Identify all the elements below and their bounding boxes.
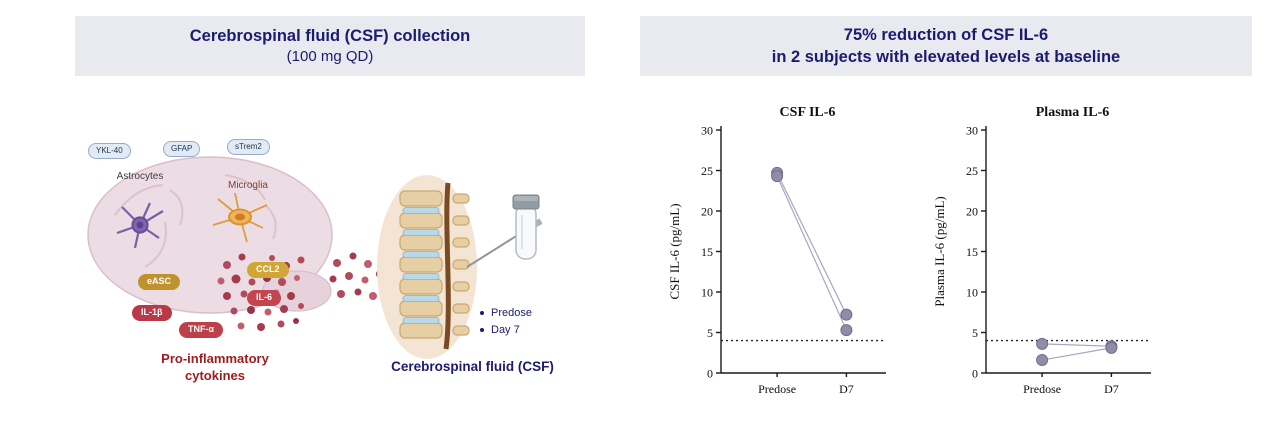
bullet-icon: [480, 311, 484, 315]
biomarker-pill-gfap: GFAP: [163, 141, 201, 157]
left-header-title: Cerebrospinal fluid (CSF) collection: [189, 27, 471, 46]
x-tick-label: Predose: [1023, 382, 1061, 396]
right-header-line2: in 2 subjects with elevated levels at ba…: [771, 48, 1121, 66]
y-tick-label: 5: [707, 326, 713, 340]
y-tick-label: 25: [701, 164, 713, 178]
y-tick-label: 15: [966, 245, 978, 259]
csf-collection-illustration: YKL-40 GFAP sTrem2 Astrocytes Microglia …: [75, 95, 595, 425]
cytokine-pill-il1b: IL-1β: [132, 305, 172, 321]
data-point-subject-2-D7: [840, 324, 853, 337]
timepoint-predose-label: Predose: [491, 307, 532, 319]
y-tick-label: 0: [707, 367, 713, 381]
y-tick-label: 25: [966, 164, 978, 178]
timepoint-day7: Day 7: [480, 324, 532, 336]
data-point-subject-2-Predose: [1036, 354, 1049, 367]
plasma-il6-chart: Plasma IL-6 Plasma IL-6 (pg/mL) 0 5 10 15 20 25…: [932, 105, 1151, 396]
timepoint-predose: Predose: [480, 307, 532, 319]
cytokine-pill-tnfa: TNF-α: [179, 322, 224, 338]
biomarker-pill-strem2: sTrem2: [227, 139, 270, 155]
microglia-icon: [212, 192, 268, 243]
y-tick-label: 10: [966, 286, 978, 300]
y-tick-label: 20: [701, 205, 713, 219]
y-tick-label: 30: [701, 124, 713, 138]
left-header: Cerebrospinal fluid (CSF) collection (10…: [75, 16, 585, 76]
timepoint-day7-label: Day 7: [491, 324, 520, 336]
charts-panel: CSF IL-6 CSF IL-6 (pg/mL) 0 5 10 15 20 25 30 Pred…: [665, 100, 1165, 418]
right-header-line1: 75% reduction of CSF IL-6: [843, 25, 1049, 44]
y-tick-label: 20: [966, 205, 978, 219]
x-tick-label: D7: [1104, 382, 1119, 396]
y-tick-label: 10: [701, 286, 713, 300]
y-tick-label: 30: [966, 124, 978, 138]
biomarker-pill-ykl40: YKL-40: [88, 143, 131, 159]
cytokine-pill-il6: IL-6: [247, 290, 282, 306]
cytokine-pill-ccl2: CCL2: [247, 262, 289, 278]
astrocytes-label: Astrocytes: [116, 171, 164, 182]
y-axis-label: CSF IL-6 (pg/mL): [667, 203, 682, 299]
cytokine-pill-easc: eASC: [138, 274, 181, 290]
x-tick-label: Predose: [758, 382, 796, 396]
right-header: 75% reduction of CSF IL-6 in 2 subjects …: [640, 16, 1252, 76]
series-line-subject-2: [776, 175, 847, 331]
csf-il6-chart: CSF IL-6 CSF IL-6 (pg/mL) 0 5 10 15 20 25 30 Pred…: [667, 105, 886, 396]
y-axis-label: Plasma IL-6 (pg/mL): [932, 196, 947, 306]
data-point-subject-2-Predose: [771, 170, 784, 183]
astrocyte-icon: [116, 202, 164, 249]
x-tick-label: D7: [839, 382, 854, 396]
microglia-label: Microglia: [227, 180, 268, 191]
chart-title: CSF IL-6: [780, 105, 836, 120]
csf-caption: Cerebrospinal fluid (CSF): [391, 359, 554, 374]
series-line-subject-1: [1042, 343, 1112, 347]
y-tick-label: 0: [972, 367, 978, 381]
data-point-subject-1-Predose: [1036, 337, 1049, 350]
bullet-icon: [480, 328, 484, 332]
y-tick-label: 5: [972, 326, 978, 340]
pro-inflammatory-caption: Pro-inflammatory cytokines: [161, 351, 269, 383]
data-point-subject-1-D7: [840, 308, 853, 321]
chart-title: Plasma IL-6: [1036, 105, 1110, 120]
data-point-subject-2-D7: [1105, 341, 1118, 354]
test-tube-icon: [512, 194, 540, 260]
left-header-subtitle: (100 mg QD): [286, 48, 374, 66]
spine-illustration: [377, 175, 477, 359]
series-line-subject-2: [1041, 347, 1112, 361]
y-tick-label: 15: [701, 245, 713, 259]
timepoint-bullets: Predose Day 7: [480, 307, 532, 341]
series-line-subject-1: [776, 172, 847, 315]
